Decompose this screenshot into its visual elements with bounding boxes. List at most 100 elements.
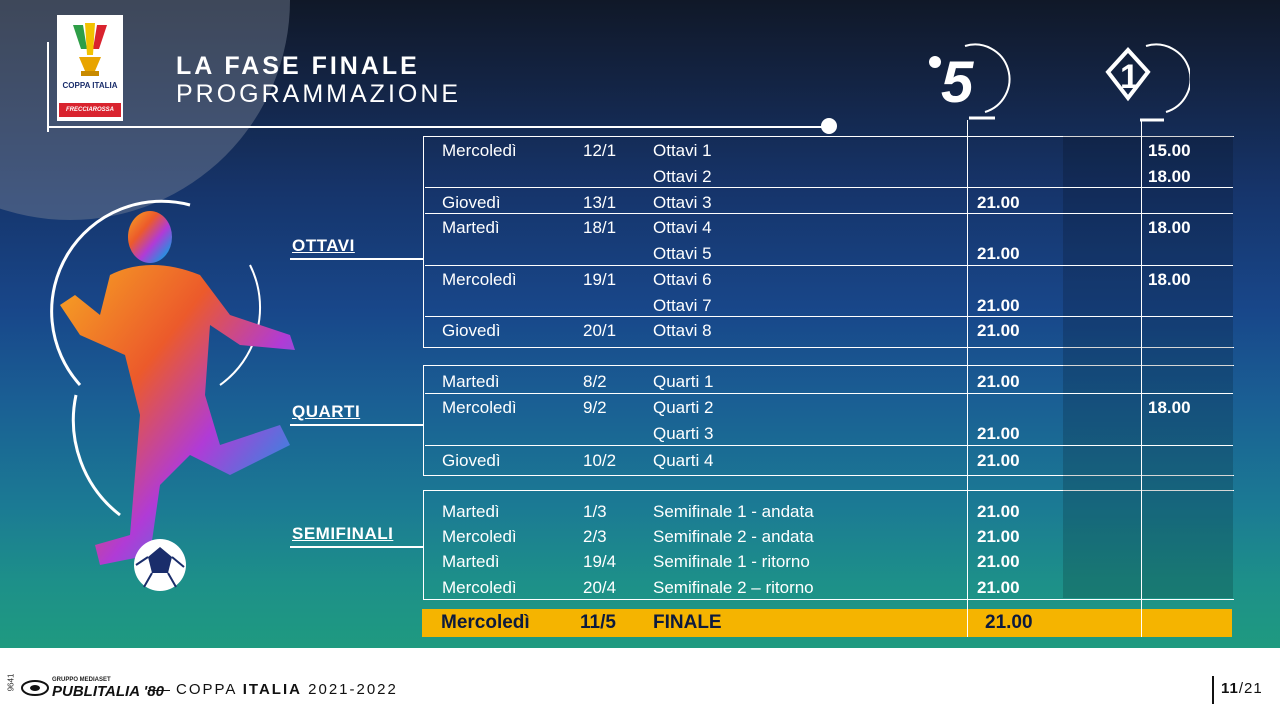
cell-c5: 21.00 (977, 578, 1020, 597)
logo-sponsor: FRECCIAROSSA (59, 103, 121, 117)
page-title: LA FASE FINALE (176, 52, 420, 80)
cell-c5: 21.00 (977, 372, 1020, 391)
cell-c5: 21.00 (977, 321, 1020, 340)
cell-c5: 21.00 (977, 451, 1020, 470)
bracket-ottavi (423, 136, 1234, 348)
final-separator (967, 609, 968, 637)
cell-c5: 21.00 (977, 552, 1020, 571)
final-day: Mercoledì (441, 612, 530, 633)
cell-match: Ottavi 6 (653, 270, 712, 289)
footer-bar (1212, 676, 1214, 704)
title-underline (47, 126, 830, 128)
cell-i1: 18.00 (1148, 270, 1191, 289)
cell-match: Ottavi 4 (653, 218, 712, 237)
section-ottavi: OTTAVI (292, 236, 355, 255)
cell-match: Semifinale 1 - ritorno (653, 552, 810, 571)
cell-date: 18/1 (583, 218, 617, 237)
cell-match: Semifinale 2 - andata (653, 527, 814, 546)
football-player-illustration (50, 199, 295, 591)
canale-5-label: 5 (941, 50, 974, 115)
footer-title-c: 2021-2022 (301, 681, 398, 698)
column-shade (1063, 136, 1141, 598)
cell-date: 13/1 (583, 193, 617, 212)
bracket-quarti (423, 365, 1234, 476)
cell-match: Ottavi 5 (653, 244, 712, 263)
row-separator (425, 213, 1233, 214)
cell-day: Martedì (442, 372, 500, 391)
cell-date: 10/2 (583, 451, 617, 470)
cell-match: Quarti 2 (653, 398, 714, 417)
footer-group: GRUPPO MEDIASET (52, 677, 111, 683)
footer-title-b: ITALIA (242, 681, 302, 698)
cell-match: Semifinale 1 - andata (653, 502, 814, 521)
cell-i1: 18.00 (1148, 398, 1191, 417)
section-semifinali: SEMIFINALI (292, 524, 394, 543)
final-date: 11/5 (580, 612, 616, 633)
cell-c5: 21.00 (977, 424, 1020, 443)
trophy-icon (73, 23, 107, 76)
cell-date: 20/1 (583, 321, 617, 340)
cell-c5: 21.00 (977, 193, 1020, 212)
cell-c5: 21.00 (977, 244, 1020, 263)
row-separator (425, 445, 1233, 446)
final-c5-time: 21.00 (985, 612, 1033, 633)
cell-day: Mercoledì (442, 527, 517, 546)
cell-day: Giovedì (442, 193, 501, 212)
cell-day: Giovedì (442, 451, 501, 470)
footer-brand: PUBLITALIA '80 (52, 683, 164, 700)
cell-day: Martedì (442, 502, 500, 521)
cell-c5: 21.00 (977, 527, 1020, 546)
row-separator (425, 265, 1233, 266)
cell-match: Quarti 1 (653, 372, 714, 391)
cell-day: Martedì (442, 218, 500, 237)
connector-quarti (290, 424, 423, 426)
column-separator (1141, 120, 1142, 637)
footer-divider (148, 690, 170, 691)
cell-match: Ottavi 7 (653, 296, 712, 315)
cell-day: Mercoledì (442, 270, 517, 289)
document-code: 9641 (6, 673, 16, 692)
footer-title: COPPA ITALIA 2021-2022 (176, 681, 398, 698)
row-separator (425, 187, 1233, 188)
page-total: /21 (1238, 680, 1263, 697)
cell-match: Ottavi 8 (653, 321, 712, 340)
cell-date: 20/4 (583, 578, 617, 597)
cell-i1: 15.00 (1148, 141, 1191, 160)
cell-date: 8/2 (583, 372, 607, 391)
publitalia-logo-icon (21, 680, 49, 696)
cell-i1: 18.00 (1148, 167, 1191, 186)
cell-match: Ottavi 1 (653, 141, 712, 160)
row-separator (425, 393, 1233, 394)
cell-match: Quarti 4 (653, 451, 714, 470)
cell-day: Mercoledì (442, 141, 517, 160)
connector-ottavi (290, 258, 423, 260)
cell-date: 19/4 (583, 552, 617, 571)
coppa-italia-logo: COPPA ITALIA FRECCIAROSSA (57, 15, 123, 121)
cell-c5: 21.00 (977, 296, 1020, 315)
bracket-semifinali (423, 490, 1234, 600)
final-row (422, 609, 1232, 637)
cell-day: Martedì (442, 552, 500, 571)
cell-date: 2/3 (583, 527, 607, 546)
cell-day: Mercoledì (442, 398, 517, 417)
cell-date: 19/1 (583, 270, 617, 289)
cell-match: Ottavi 2 (653, 167, 712, 186)
row-separator (425, 316, 1233, 317)
decor-line (47, 42, 49, 132)
cell-match: Semifinale 2 – ritorno (653, 578, 814, 597)
cell-i1: 18.00 (1148, 218, 1191, 237)
section-quarti: QUARTI (292, 402, 361, 421)
connector-semifinali (290, 546, 423, 548)
logo-text: COPPA ITALIA (62, 81, 118, 90)
page-number: 11/21 (1221, 680, 1263, 697)
slide: COPPA ITALIA FRECCIAROSSA LA FASE FINALE… (0, 0, 1280, 648)
italia-1-label: 1 (1120, 58, 1139, 96)
footer-title-a: COPPA (176, 681, 243, 698)
cell-date: 1/3 (583, 502, 607, 521)
cell-day: Mercoledì (442, 578, 517, 597)
cell-day: Giovedì (442, 321, 501, 340)
canale-5-icon: 5 (925, 38, 1015, 120)
title-dot (821, 118, 837, 134)
italia-1-icon: 1 (1100, 38, 1192, 122)
cell-date: 12/1 (583, 141, 617, 160)
